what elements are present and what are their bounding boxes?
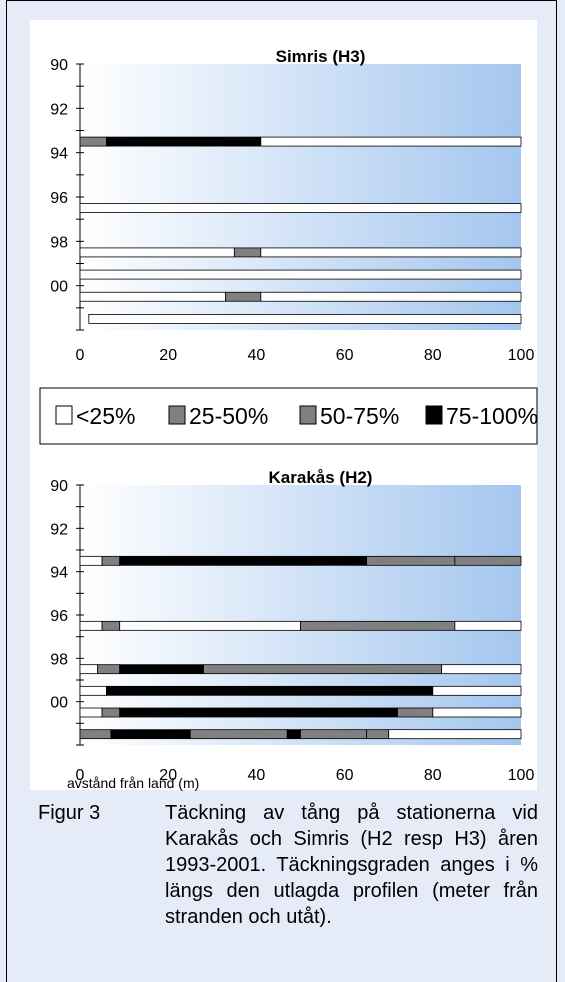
legend-box: [39, 387, 538, 445]
x-tick-label: 100: [508, 767, 535, 784]
bar-segment-1996-0: [79, 620, 103, 631]
legend-label: 50-75%: [320, 403, 399, 429]
y-tick-label: 90: [50, 478, 68, 495]
x-tick-label: 80: [424, 767, 442, 784]
y-tick-label: 94: [50, 565, 68, 582]
x-tick-label: 60: [336, 347, 354, 364]
bar-segment-1998-2: [119, 664, 204, 675]
x-tick-label: 20: [159, 767, 177, 784]
bar-segment-1996-1: [101, 620, 121, 631]
y-tick-label: 94: [50, 146, 68, 163]
bar-segment-2001-5: [366, 729, 390, 740]
bar-segment-2000-1: [225, 291, 262, 302]
bar-segment-1998-3: [203, 664, 443, 675]
y-tick-label: 98: [50, 651, 68, 668]
x-tick-label: 100: [508, 347, 535, 364]
bar-segment-2001-6: [388, 729, 522, 740]
bar-segment-1998-1: [233, 247, 262, 258]
legend-swatch-c25_50: [168, 405, 186, 425]
bar-segment-1996-0: [79, 203, 522, 213]
x-tick-label: 80: [424, 347, 442, 364]
bar-segment-1993-2: [260, 136, 522, 147]
bar-segment-1996-2: [119, 620, 301, 631]
bar-segment-1993-1: [106, 136, 262, 147]
bar-segment-2000-2: [119, 707, 398, 718]
x-tick-label: 0: [76, 347, 85, 364]
bar-segment-2001-2: [189, 729, 288, 740]
legend-swatch-c50_75: [299, 405, 317, 425]
plot-area: [80, 485, 521, 745]
legend-label: <25%: [76, 403, 135, 429]
bar-segment-1999-2: [432, 685, 522, 696]
caption-text: Täckning av tång på stationerna vid Kara…: [165, 802, 538, 928]
legend-swatch-lt25: [55, 405, 73, 425]
y-tick-label: 90: [50, 57, 68, 74]
bar-segment-1993-0: [79, 555, 103, 566]
y-tick-label: 00: [50, 695, 68, 712]
bar-segment-1993-0: [79, 136, 107, 147]
bar-segment-1999-1: [106, 685, 434, 696]
x-tick-label: 40: [248, 767, 266, 784]
bar-segment-1993-3: [366, 555, 456, 566]
bar-segment-1999-0: [79, 269, 522, 280]
bar-segment-2001-1: [110, 729, 191, 740]
y-tick-label: 92: [50, 521, 68, 538]
bar-segment-2000-0: [79, 291, 226, 302]
bar-segment-1998-0: [79, 664, 99, 675]
bar-segment-1993-2: [119, 555, 368, 566]
bar-segment-1998-2: [260, 247, 522, 258]
bar-segment-2000-2: [260, 291, 522, 302]
y-tick-label: 98: [50, 234, 68, 251]
chart-title: Karakås (H2): [269, 468, 373, 487]
caption-label: Figur 3: [38, 802, 101, 824]
x-tick-label: 20: [159, 347, 177, 364]
bar-segment-1993-1: [101, 555, 121, 566]
x-axis-label: avstånd från land (m): [67, 775, 199, 791]
bar-segment-1993-4: [454, 555, 522, 566]
bar-segment-1998-4: [441, 664, 522, 675]
bar-segment-2001-0: [79, 729, 112, 740]
legend-label: 25-50%: [189, 403, 268, 429]
bar-segment-2001-0: [88, 314, 522, 324]
x-tick-label: 0: [76, 767, 85, 784]
y-tick-label: 00: [50, 279, 68, 296]
bar-segment-1996-4: [454, 620, 522, 631]
bar-segment-2000-0: [79, 707, 103, 718]
legend: <25% 25-50% 50-75% 75-100%: [39, 387, 538, 445]
plot-area: [80, 64, 521, 330]
y-tick-label: 96: [50, 190, 68, 207]
legend-label: 75-100%: [446, 403, 538, 429]
y-tick-label: 92: [50, 101, 68, 118]
figure-frame: [6, 0, 557, 982]
bar-segment-2000-4: [432, 707, 522, 718]
bar-segment-1996-3: [300, 620, 456, 631]
bar-segment-1998-1: [97, 664, 121, 675]
x-tick-label: 40: [248, 347, 266, 364]
bar-segment-2001-4: [300, 729, 368, 740]
bar-segment-1998-0: [79, 247, 235, 258]
y-tick-label: 96: [50, 608, 68, 625]
chart-title: Simris (H3): [276, 47, 366, 66]
x-tick-label: 60: [336, 767, 354, 784]
legend-swatch-c75_100: [425, 405, 443, 425]
bar-segment-1999-0: [79, 685, 107, 696]
bar-segment-2000-3: [397, 707, 434, 718]
bar-segment-2001-3: [286, 729, 301, 740]
bar-segment-2000-1: [101, 707, 121, 718]
